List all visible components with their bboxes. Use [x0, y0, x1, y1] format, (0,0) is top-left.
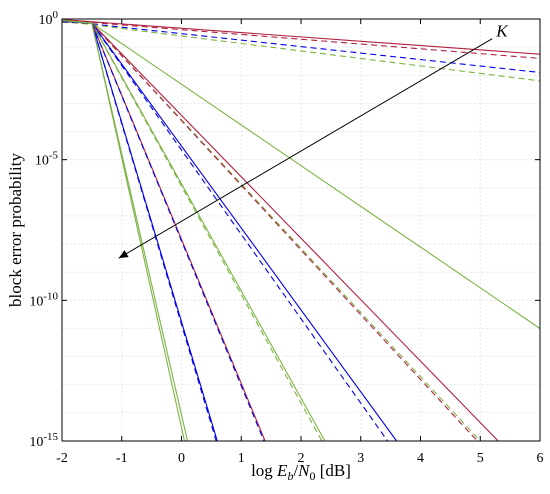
- y-tick-exponent: -5: [49, 150, 59, 162]
- x-tick-label: 1: [238, 451, 245, 466]
- x-axis-label-unit: [dB]: [320, 461, 351, 480]
- y-tick-exponent: -15: [43, 431, 58, 443]
- x-tick-label: 0: [178, 451, 185, 466]
- series-red-dashed-7: [61, 21, 478, 442]
- x-tick-label: 2: [298, 451, 305, 466]
- x-axis-label-prefix: log: [251, 461, 273, 480]
- series-layer: [61, 19, 541, 442]
- x-tick-label: 6: [537, 451, 544, 466]
- y-tick-base: 10: [35, 154, 49, 169]
- x-tick-label: 5: [477, 451, 484, 466]
- series-red-solid-12: [61, 20, 266, 442]
- x-axis-label: log Eb/N0 [dB]: [251, 461, 351, 484]
- y-tick-exponent: -10: [43, 290, 58, 302]
- series-red-solid-6: [61, 20, 499, 442]
- x-axis-label-slash: /: [293, 461, 298, 480]
- y-tick-base: 10: [39, 13, 53, 28]
- x-axis-label-N: N: [297, 461, 311, 480]
- series-red-solid-0: [61, 19, 541, 55]
- series-blue-dashed-9: [61, 20, 389, 442]
- x-tick-label: 3: [357, 451, 364, 466]
- x-axis-label-b: b: [287, 469, 293, 483]
- y-tick-label: 10-10: [29, 290, 58, 309]
- y-tick-exponent: 0: [53, 9, 59, 21]
- y-tick-label: 100: [39, 9, 59, 28]
- series-green-solid-17: [61, 19, 189, 442]
- x-tick-label: -1: [116, 451, 128, 466]
- y-tick-base: 10: [29, 294, 43, 309]
- annotation-arrow-head: [118, 250, 129, 259]
- series-green-dashed-5: [61, 21, 481, 442]
- x-tick-label: 4: [417, 451, 424, 466]
- y-tick-label: 10-5: [35, 150, 59, 169]
- series-blue-dashed-2: [61, 20, 541, 74]
- y-tick-label: 10-15: [29, 431, 58, 450]
- annotation-layer: K: [118, 22, 509, 259]
- annotation-arrow-line: [118, 38, 493, 259]
- y-tick-base: 10: [29, 435, 43, 450]
- series-blue-solid-8: [61, 20, 398, 442]
- series-green-dashed-3: [61, 20, 541, 82]
- annotation-label-k: K: [495, 22, 509, 41]
- x-axis-label-0: 0: [310, 469, 316, 483]
- series-blue-dashed-13: [61, 20, 265, 442]
- x-tick-label: -2: [56, 451, 68, 466]
- x-axis-label-E: E: [276, 461, 288, 480]
- y-axis-label: block error probability: [6, 153, 25, 307]
